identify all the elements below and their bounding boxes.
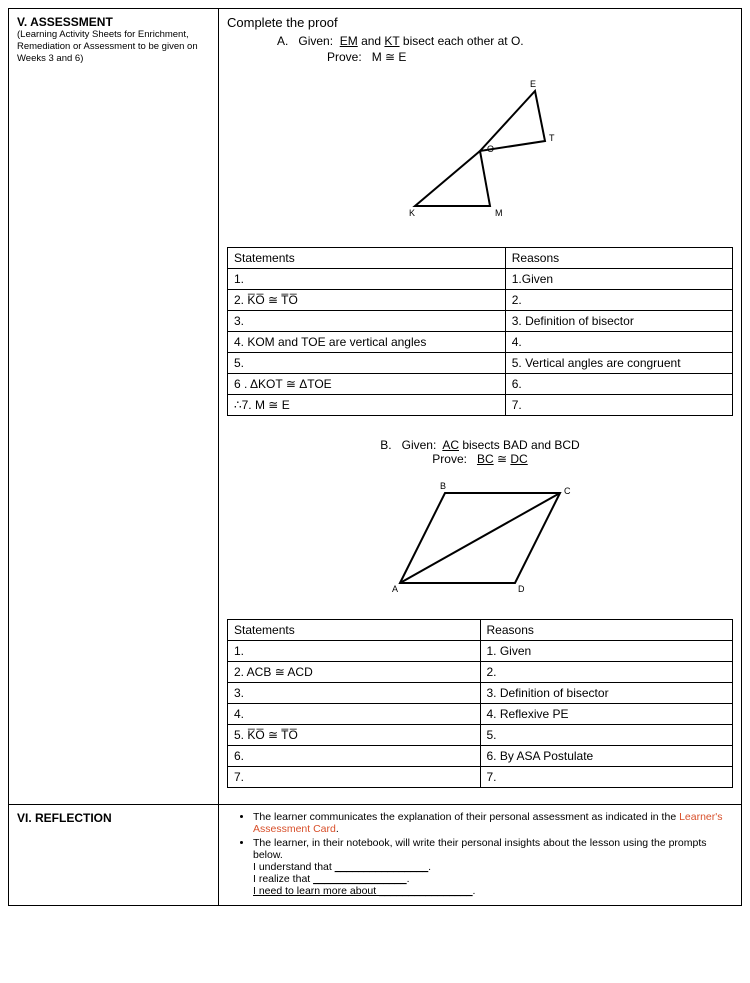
pb-r1c1: 2. [480, 662, 733, 683]
proof-b-table: Statements Reasons 1.1. Given 2. ACB ≅ A… [227, 619, 733, 788]
ref-b2: The learner, in their notebook, will wri… [253, 837, 707, 861]
proof-b-h1: Statements [228, 620, 481, 641]
ref-p1a: I understand that [253, 861, 335, 873]
ref-blank2: ________________ [313, 873, 406, 885]
pa-r5c0: 6 . ΔKOT ≅ ΔTOE [228, 374, 506, 395]
pa-r6c1: 7. [505, 395, 732, 416]
proof-a-prove-text: M ≅ E [372, 50, 407, 64]
proof-a-mid: and [361, 34, 384, 48]
ref-p3b: . [473, 885, 476, 897]
ref-blank3: ________________ [379, 885, 472, 897]
pb-r3c0: 4. [228, 704, 481, 725]
proof-b-header: B. Given: AC bisects BAD and BCD Prove: … [227, 438, 733, 466]
ref-p1b: . [428, 861, 431, 873]
proof-b-dc: DC [510, 452, 527, 466]
ref-blank1: ________________ [335, 861, 428, 873]
pa-r3c1: 4. [505, 332, 732, 353]
proof-a-suffix: bisect each other at O. [403, 34, 524, 48]
pb-r1c0: 2. ACB ≅ ACD [228, 662, 481, 683]
pb-r3c1: 4. Reflexive PE [480, 704, 733, 725]
proof-a-kt: KT [384, 34, 399, 48]
assessment-left-cell: V. ASSESSMENT (Learning Activity Sheets … [9, 9, 219, 805]
reflection-left-cell: VI. REFLECTION [9, 805, 219, 906]
figure-b-wrap: A B C D [227, 478, 733, 601]
pb-r0c1: 1. Given [480, 641, 733, 662]
proof-b-label: B. [380, 438, 391, 452]
ref-p3a: I need to learn more about [253, 885, 379, 897]
proof-a-title: Complete the proof [227, 15, 733, 30]
pb-r2c1: 3. Definition of bisector [480, 683, 733, 704]
proof-b-suffix: bisects BAD and BCD [462, 438, 579, 452]
proof-b-bc: BC [477, 452, 494, 466]
pb-r5c0: 6. [228, 746, 481, 767]
label-o: O [487, 144, 494, 154]
proof-a-label: A. [277, 34, 288, 48]
ref-b1c: . [336, 823, 339, 835]
pb-r5c1: 6. By ASA Postulate [480, 746, 733, 767]
label-c: C [564, 486, 571, 496]
proof-a-h2: Reasons [505, 248, 732, 269]
proof-a-table: Statements Reasons 1.1.Given 2. K̅O̅ ≅ T… [227, 247, 733, 416]
reflection-bullet-2: The learner, in their notebook, will wri… [253, 837, 733, 897]
proof-b-h2: Reasons [480, 620, 733, 641]
label-t: T [549, 133, 555, 143]
assessment-heading: V. ASSESSMENT [17, 15, 210, 29]
label-d: D [518, 584, 525, 594]
pa-r1c1: 2. [505, 290, 732, 311]
reflection-heading: VI. REFLECTION [17, 811, 210, 825]
pa-r2c1: 3. Definition of bisector [505, 311, 732, 332]
reflection-bullet-1: The learner communicates the explanation… [253, 811, 733, 835]
pa-r1c0: 2. K̅O̅ ≅ T̅O̅ [228, 290, 506, 311]
proof-a-em: EM [340, 34, 358, 48]
pb-r4c1: 5. [480, 725, 733, 746]
label-k: K [409, 208, 415, 218]
pa-r5c1: 6. [505, 374, 732, 395]
pa-r4c1: 5. Vertical angles are congruent [505, 353, 732, 374]
pa-r6c0: ∴7. M ≅ E [228, 395, 506, 416]
proof-a-given-prefix: Given: [298, 34, 333, 48]
proof-a-given: A. Given: EM and KT bisect each other at… [227, 34, 733, 48]
pb-r6c0: 7. [228, 767, 481, 788]
reflection-content-cell: The learner communicates the explanation… [219, 805, 742, 906]
pa-r0c1: 1.Given [505, 269, 732, 290]
reflection-list: The learner communicates the explanation… [227, 811, 733, 897]
proof-b-prove-prefix: Prove: [432, 452, 467, 466]
pa-r3c0: 4. KOM and TOE are vertical angles [228, 332, 506, 353]
proof-b-mid: ≅ [497, 452, 510, 466]
ref-b1a: The learner communicates the explanation… [253, 811, 679, 823]
pb-r4c0: 5. K̅O̅ ≅ T̅O̅ [228, 725, 481, 746]
label-a: A [392, 584, 398, 594]
proof-a-prove-prefix: Prove: [327, 50, 362, 64]
ref-p2a: I realize that [253, 873, 313, 885]
figure-b-svg: A B C D [380, 478, 580, 598]
pb-r0c0: 1. [228, 641, 481, 662]
pa-r4c0: 5. [228, 353, 506, 374]
label-e: E [530, 79, 536, 89]
assessment-content-cell: Complete the proof A. Given: EM and KT b… [219, 9, 742, 805]
figure-a-svg: K M O E T [395, 76, 565, 226]
proof-a-h1: Statements [228, 248, 506, 269]
pa-r2c0: 3. [228, 311, 506, 332]
label-b: B [440, 481, 446, 491]
label-m: M [495, 208, 503, 218]
proof-b-ac: AC [442, 438, 459, 452]
lesson-plan-table: V. ASSESSMENT (Learning Activity Sheets … [8, 8, 742, 906]
assessment-subtext: (Learning Activity Sheets for Enrichment… [17, 29, 210, 65]
pb-r2c0: 3. [228, 683, 481, 704]
pb-r6c1: 7. [480, 767, 733, 788]
ref-p2b: . [407, 873, 410, 885]
pa-r0c0: 1. [228, 269, 506, 290]
proof-b-given-prefix: Given: [402, 438, 437, 452]
figure-a-wrap: K M O E T [227, 76, 733, 229]
proof-a-prove: Prove: M ≅ E [227, 50, 733, 64]
